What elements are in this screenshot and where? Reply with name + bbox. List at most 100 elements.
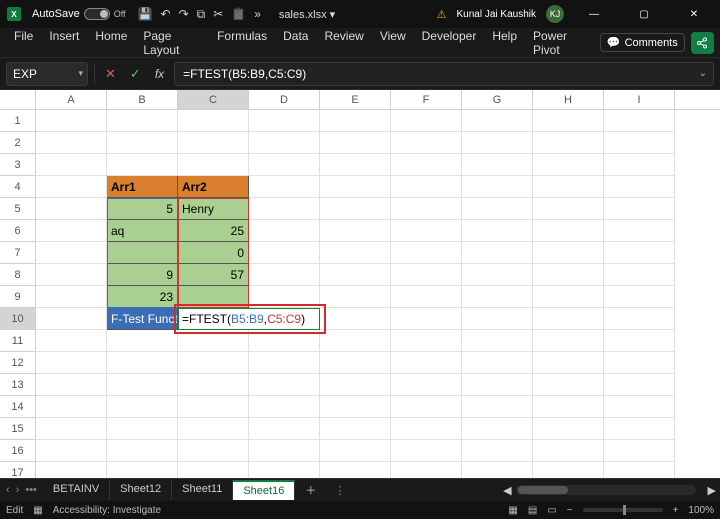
cell[interactable]: [320, 352, 391, 374]
formula-input[interactable]: =FTEST(B5:B9,C5:C9) ⌄: [174, 62, 714, 86]
cell[interactable]: [320, 308, 391, 330]
cell[interactable]: [462, 330, 533, 352]
cell[interactable]: [107, 330, 178, 352]
cell[interactable]: [391, 154, 462, 176]
cell[interactable]: [36, 198, 107, 220]
tab-more-icon[interactable]: •••: [25, 484, 37, 496]
row-header[interactable]: 11: [0, 330, 36, 352]
cell[interactable]: [462, 418, 533, 440]
cell[interactable]: [604, 220, 675, 242]
ribbon-tab-review[interactable]: Review: [316, 25, 371, 61]
cell[interactable]: [36, 286, 107, 308]
stats-icon[interactable]: ▦: [33, 505, 42, 516]
select-all-corner[interactable]: [0, 90, 36, 109]
cell[interactable]: [36, 154, 107, 176]
cell[interactable]: [391, 462, 462, 478]
row-header[interactable]: 13: [0, 374, 36, 396]
row-header[interactable]: 6: [0, 220, 36, 242]
cell[interactable]: 25: [178, 220, 249, 242]
cell[interactable]: F-Test Function: [107, 308, 178, 330]
copy-icon[interactable]: ⧉: [197, 7, 206, 22]
column-header[interactable]: G: [462, 90, 533, 109]
add-sheet-button[interactable]: ＋: [295, 482, 326, 498]
cell[interactable]: [391, 374, 462, 396]
more-icon[interactable]: »: [254, 7, 261, 21]
cell[interactable]: [249, 286, 320, 308]
row-header[interactable]: 1: [0, 110, 36, 132]
tab-prev-icon[interactable]: ‹: [6, 484, 10, 496]
ribbon-tab-power-pivot[interactable]: Power Pivot: [525, 25, 596, 61]
cell[interactable]: [604, 330, 675, 352]
cell[interactable]: [36, 330, 107, 352]
cell[interactable]: [36, 220, 107, 242]
accessibility-status[interactable]: Accessibility: Investigate: [53, 505, 161, 516]
cell[interactable]: [249, 110, 320, 132]
cell[interactable]: [604, 462, 675, 478]
cell[interactable]: [462, 198, 533, 220]
cell[interactable]: [36, 440, 107, 462]
cut-icon[interactable]: ✂: [213, 7, 223, 21]
name-box-dropdown-icon[interactable]: ▾: [78, 68, 83, 79]
cell[interactable]: [462, 374, 533, 396]
cell[interactable]: [533, 462, 604, 478]
cell[interactable]: [462, 264, 533, 286]
cell[interactable]: [320, 264, 391, 286]
ribbon-tab-developer[interactable]: Developer: [414, 25, 485, 61]
cell[interactable]: [107, 418, 178, 440]
cell[interactable]: [604, 308, 675, 330]
cell[interactable]: [604, 396, 675, 418]
cell[interactable]: [533, 242, 604, 264]
column-header[interactable]: A: [36, 90, 107, 109]
cell[interactable]: [533, 308, 604, 330]
horizontal-scrollbar[interactable]: [516, 485, 696, 495]
cell[interactable]: Arr2: [178, 176, 249, 198]
cell[interactable]: [36, 132, 107, 154]
cell[interactable]: [604, 110, 675, 132]
cell[interactable]: [604, 440, 675, 462]
cell[interactable]: [178, 418, 249, 440]
cell[interactable]: [391, 220, 462, 242]
row-header[interactable]: 14: [0, 396, 36, 418]
cell[interactable]: 23: [107, 286, 178, 308]
cell[interactable]: [462, 308, 533, 330]
cell[interactable]: [107, 374, 178, 396]
cell[interactable]: [391, 286, 462, 308]
cell[interactable]: [391, 352, 462, 374]
maximize-button[interactable]: ▢: [624, 0, 664, 28]
cell[interactable]: [107, 132, 178, 154]
cell[interactable]: Henry: [178, 198, 249, 220]
cell[interactable]: [391, 264, 462, 286]
cell[interactable]: [604, 352, 675, 374]
cell[interactable]: [36, 462, 107, 478]
row-header[interactable]: 15: [0, 418, 36, 440]
column-header[interactable]: D: [249, 90, 320, 109]
column-header[interactable]: F: [391, 90, 462, 109]
username[interactable]: Kunal Jai Kaushik: [457, 9, 537, 20]
row-header[interactable]: 10: [0, 308, 36, 330]
comments-button[interactable]: 💬 Comments: [600, 33, 685, 52]
cell[interactable]: [36, 264, 107, 286]
cell[interactable]: [391, 418, 462, 440]
cell[interactable]: [604, 418, 675, 440]
cell[interactable]: [107, 440, 178, 462]
cell[interactable]: 9: [107, 264, 178, 286]
cell[interactable]: [249, 440, 320, 462]
cell[interactable]: [178, 352, 249, 374]
cell[interactable]: [533, 374, 604, 396]
cell[interactable]: [462, 462, 533, 478]
view-layout-icon[interactable]: ▤: [528, 505, 537, 516]
cell[interactable]: [107, 396, 178, 418]
cell[interactable]: [604, 176, 675, 198]
sheet-tab[interactable]: BETAINV: [43, 480, 110, 500]
cell[interactable]: [320, 374, 391, 396]
cell[interactable]: [178, 462, 249, 478]
cell[interactable]: [107, 462, 178, 478]
share-button[interactable]: [691, 32, 714, 54]
ribbon-tab-data[interactable]: Data: [275, 25, 316, 61]
cell[interactable]: [36, 418, 107, 440]
cell[interactable]: [36, 242, 107, 264]
column-header[interactable]: B: [107, 90, 178, 109]
cell[interactable]: [604, 132, 675, 154]
row-header[interactable]: 2: [0, 132, 36, 154]
view-normal-icon[interactable]: ▦: [508, 505, 517, 516]
